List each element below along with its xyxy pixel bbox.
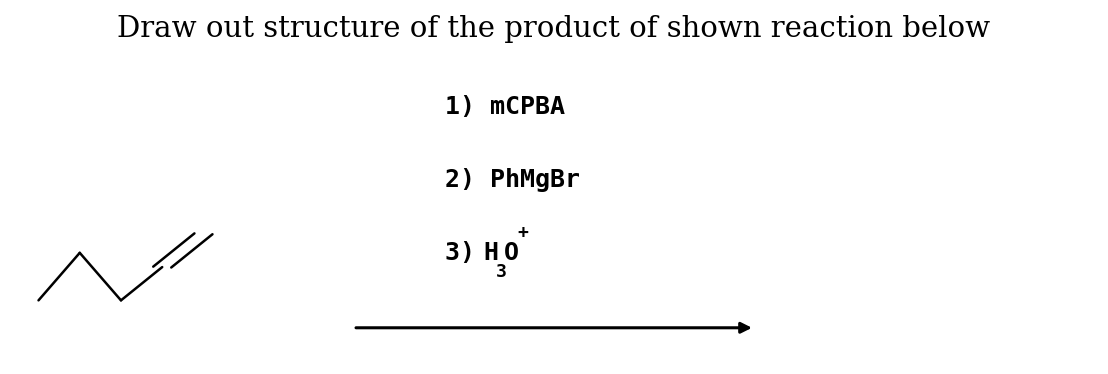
Text: 2) PhMgBr: 2) PhMgBr [445, 168, 581, 192]
Text: 1) mCPBA: 1) mCPBA [445, 95, 565, 119]
Text: 3: 3 [495, 263, 506, 281]
Text: Draw out structure of the product of shown reaction below: Draw out structure of the product of sho… [117, 15, 991, 43]
Text: +: + [517, 224, 529, 242]
Text: O: O [503, 241, 519, 265]
Text: H: H [483, 241, 497, 265]
Text: 3): 3) [445, 241, 491, 265]
